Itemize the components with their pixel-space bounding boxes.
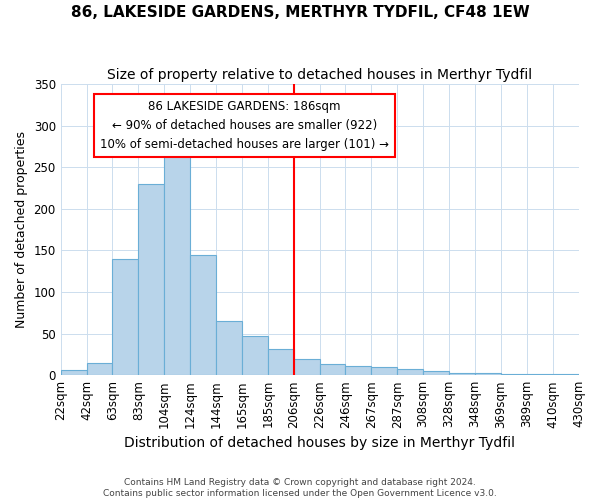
Text: Contains HM Land Registry data © Crown copyright and database right 2024.
Contai: Contains HM Land Registry data © Crown c… — [103, 478, 497, 498]
Bar — [86, 362, 112, 375]
Bar — [475, 372, 501, 375]
Bar — [397, 368, 423, 375]
Text: 86, LAKESIDE GARDENS, MERTHYR TYDFIL, CF48 1EW: 86, LAKESIDE GARDENS, MERTHYR TYDFIL, CF… — [71, 5, 529, 20]
Bar — [268, 348, 293, 375]
Title: Size of property relative to detached houses in Merthyr Tydfil: Size of property relative to detached ho… — [107, 68, 532, 82]
Bar — [190, 254, 216, 375]
Bar — [501, 374, 527, 375]
Text: 86 LAKESIDE GARDENS: 186sqm
← 90% of detached houses are smaller (922)
10% of se: 86 LAKESIDE GARDENS: 186sqm ← 90% of det… — [100, 100, 389, 151]
Bar — [139, 184, 164, 375]
Bar — [423, 371, 449, 375]
Bar — [112, 258, 139, 375]
Bar — [449, 372, 475, 375]
Bar — [371, 367, 397, 375]
Bar — [320, 364, 346, 375]
Bar — [527, 374, 553, 375]
Bar — [216, 321, 242, 375]
X-axis label: Distribution of detached houses by size in Merthyr Tydfil: Distribution of detached houses by size … — [124, 436, 515, 450]
Bar — [346, 366, 371, 375]
Bar — [61, 370, 86, 375]
Bar — [164, 136, 190, 375]
Bar — [242, 336, 268, 375]
Y-axis label: Number of detached properties: Number of detached properties — [15, 131, 28, 328]
Bar — [293, 358, 320, 375]
Bar — [553, 374, 578, 375]
